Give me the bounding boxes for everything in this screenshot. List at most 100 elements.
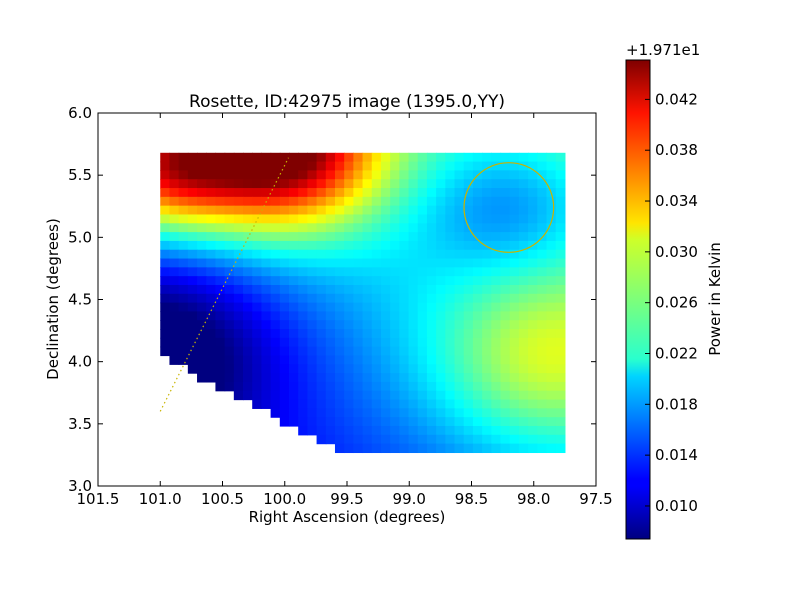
heatmap-cell	[178, 214, 189, 224]
heatmap-cell	[344, 355, 354, 365]
heatmap-cell	[325, 205, 336, 216]
heatmap-cell	[500, 381, 511, 392]
heatmap-cell	[537, 337, 548, 348]
heatmap-cell	[344, 320, 354, 330]
heatmap-cell	[463, 434, 474, 445]
heatmap-cell	[279, 188, 290, 198]
heatmap-cell	[270, 364, 281, 374]
heatmap-cell	[344, 152, 354, 163]
heatmap-cell	[500, 188, 511, 198]
heatmap-cell	[243, 232, 253, 242]
heatmap-cell	[316, 417, 327, 427]
heatmap-cell	[270, 196, 281, 207]
heatmap-cell	[169, 267, 180, 277]
heatmap-cell	[555, 249, 566, 260]
heatmap-cell	[197, 258, 207, 268]
heatmap-cell	[353, 320, 364, 330]
heatmap-cell	[344, 196, 354, 207]
heatmap-cell	[546, 249, 557, 260]
heatmap-cell	[206, 205, 217, 216]
heatmap-cell	[417, 373, 428, 383]
heatmap-cell	[426, 170, 437, 180]
heatmap-cell	[160, 267, 171, 277]
heatmap-cell	[546, 152, 557, 163]
heatmap-cell	[206, 267, 217, 277]
heatmap-cell	[316, 337, 327, 348]
heatmap-cell	[500, 390, 511, 401]
heatmap-cell	[160, 329, 171, 339]
heatmap-cell	[197, 161, 207, 172]
heatmap-cell	[197, 311, 207, 321]
heatmap-cell	[380, 390, 391, 401]
heatmap-cell	[546, 311, 557, 321]
heatmap-cell	[463, 364, 474, 374]
heatmap-cell	[454, 364, 465, 374]
heatmap-cell	[528, 223, 538, 233]
heatmap-cell	[316, 320, 327, 330]
heatmap-cell	[509, 302, 520, 313]
heatmap-cell	[362, 205, 373, 216]
heatmap-cell	[408, 196, 419, 207]
heatmap-cell	[555, 258, 566, 268]
heatmap-cell	[197, 267, 207, 277]
heatmap-cell	[252, 267, 263, 277]
heatmap-cell	[298, 373, 308, 383]
heatmap-cell	[316, 434, 327, 445]
heatmap-cell	[390, 346, 400, 357]
heatmap-cell	[509, 355, 520, 365]
heatmap-cell	[445, 408, 456, 418]
heatmap-cell	[325, 188, 336, 198]
heatmap-cell	[537, 179, 548, 189]
heatmap-cell	[482, 399, 492, 409]
heatmap-cell	[537, 214, 548, 224]
heatmap-cell	[380, 425, 391, 436]
heatmap-cell	[509, 276, 520, 286]
heatmap-cell	[390, 276, 400, 286]
heatmap-cell	[279, 390, 290, 401]
heatmap-cell	[390, 320, 400, 330]
heatmap-cell	[334, 373, 345, 383]
heatmap-cell	[454, 284, 465, 295]
heatmap-cell	[169, 258, 180, 268]
heatmap-cell	[362, 249, 373, 260]
heatmap-cell	[445, 302, 456, 313]
heatmap-cell	[546, 373, 557, 383]
heatmap-cell	[390, 381, 400, 392]
heatmap-cell	[426, 267, 437, 277]
heatmap-cell	[546, 293, 557, 304]
heatmap-cell	[528, 320, 538, 330]
heatmap-cell	[472, 161, 483, 172]
heatmap-cell	[518, 417, 529, 427]
heatmap-cell	[344, 381, 354, 392]
heatmap-cell	[408, 417, 419, 427]
heatmap-cell	[288, 179, 299, 189]
heatmap-cell	[169, 196, 180, 207]
heatmap-cell	[371, 188, 382, 198]
heatmap-cell	[160, 311, 171, 321]
heatmap-cell	[390, 249, 400, 260]
heatmap-cell	[546, 346, 557, 357]
heatmap-cell	[325, 267, 336, 277]
heatmap-cell	[491, 276, 502, 286]
heatmap-cell	[187, 214, 198, 224]
heatmap-cell	[252, 188, 263, 198]
heatmap-cell	[298, 337, 308, 348]
heatmap-cell	[288, 214, 299, 224]
heatmap-cell	[233, 355, 244, 365]
heatmap-cell	[233, 373, 244, 383]
heatmap-cell	[288, 161, 299, 172]
heatmap-cell	[454, 293, 465, 304]
heatmap-cell	[472, 276, 483, 286]
heatmap-cell	[252, 364, 263, 374]
heatmap-cell	[316, 293, 327, 304]
heatmap-cell	[270, 152, 281, 163]
heatmap-cell	[288, 346, 299, 357]
heatmap-cell	[224, 293, 235, 304]
heatmap-cell	[270, 337, 281, 348]
heatmap-cell	[316, 311, 327, 321]
heatmap-cell	[243, 390, 253, 401]
heatmap-cell	[243, 188, 253, 198]
heatmap-cell	[334, 223, 345, 233]
heatmap-cell	[252, 329, 263, 339]
heatmap-cell	[334, 170, 345, 180]
